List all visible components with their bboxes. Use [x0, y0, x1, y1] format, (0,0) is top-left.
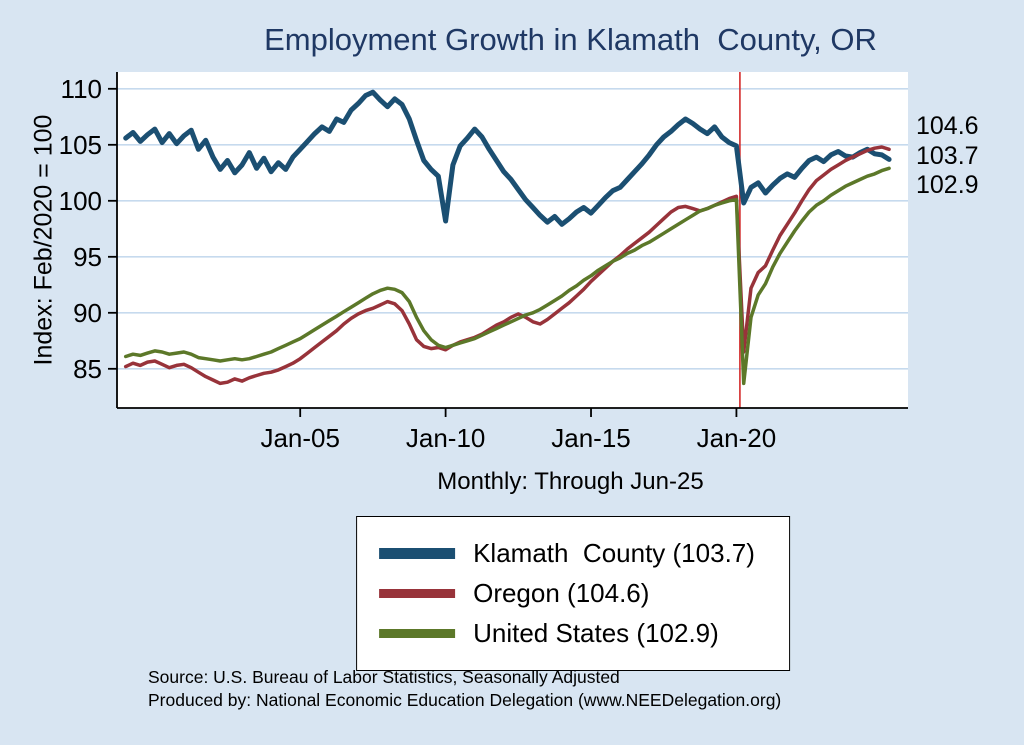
- legend-swatch-united-states: [379, 629, 456, 638]
- x-tick-label: Jan-20: [697, 423, 777, 453]
- end-label-klamath-county: 103.7: [916, 141, 979, 170]
- y-tick-label: 85: [73, 354, 102, 384]
- source-line-1: Source: U.S. Bureau of Labor Statistics,…: [148, 667, 620, 687]
- x-tick-label: Jan-10: [406, 423, 486, 453]
- end-label-united-states: 102.9: [916, 171, 979, 199]
- legend-swatch-oregon: [379, 589, 456, 598]
- legend: Klamath County (103.7) Oregon (104.6) Un…: [356, 516, 790, 671]
- end-label-oregon: 104.6: [916, 112, 979, 140]
- y-tick-label: 110: [61, 74, 102, 104]
- x-tick-label: Jan-05: [260, 423, 340, 453]
- legend-row-united-states: United States (102.9): [379, 618, 755, 649]
- y-tick-label: 105: [59, 130, 102, 160]
- legend-row-klamath-county: Klamath County (103.7): [379, 538, 755, 569]
- source-line-2: Produced by: National Economic Education…: [148, 690, 782, 710]
- y-tick-label: 100: [59, 186, 102, 216]
- x-tick-label: Jan-15: [551, 423, 631, 453]
- chart-subtitle: Monthly: Through Jun-25: [437, 468, 704, 495]
- series-line-united-states: [123, 166, 891, 386]
- series-line-oregon: [123, 145, 891, 386]
- chart-title: Employment Growth in Klamath County, OR: [264, 22, 877, 57]
- chart-canvas: 85 90 95 100 105 110 Jan-05 Jan-10 Jan-15 Jan-20: [59, 72, 908, 453]
- y-tick-label: 90: [73, 298, 102, 328]
- source-block: Source: U.S. Bureau of Labor Statistics,…: [148, 666, 781, 712]
- legend-row-oregon: Oregon (104.6): [379, 578, 755, 609]
- legend-swatch-klamath-county: [379, 548, 456, 559]
- legend-label-united-states: United States (102.9): [473, 618, 719, 648]
- series-line-klamath-county: [123, 89, 892, 227]
- legend-label-oregon: Oregon (104.6): [473, 578, 650, 608]
- legend-label-klamath-county: Klamath County (103.7): [473, 538, 755, 568]
- y-tick-label: 95: [73, 242, 102, 272]
- series-end-labels: 104.6 103.7 102.9: [916, 112, 979, 201]
